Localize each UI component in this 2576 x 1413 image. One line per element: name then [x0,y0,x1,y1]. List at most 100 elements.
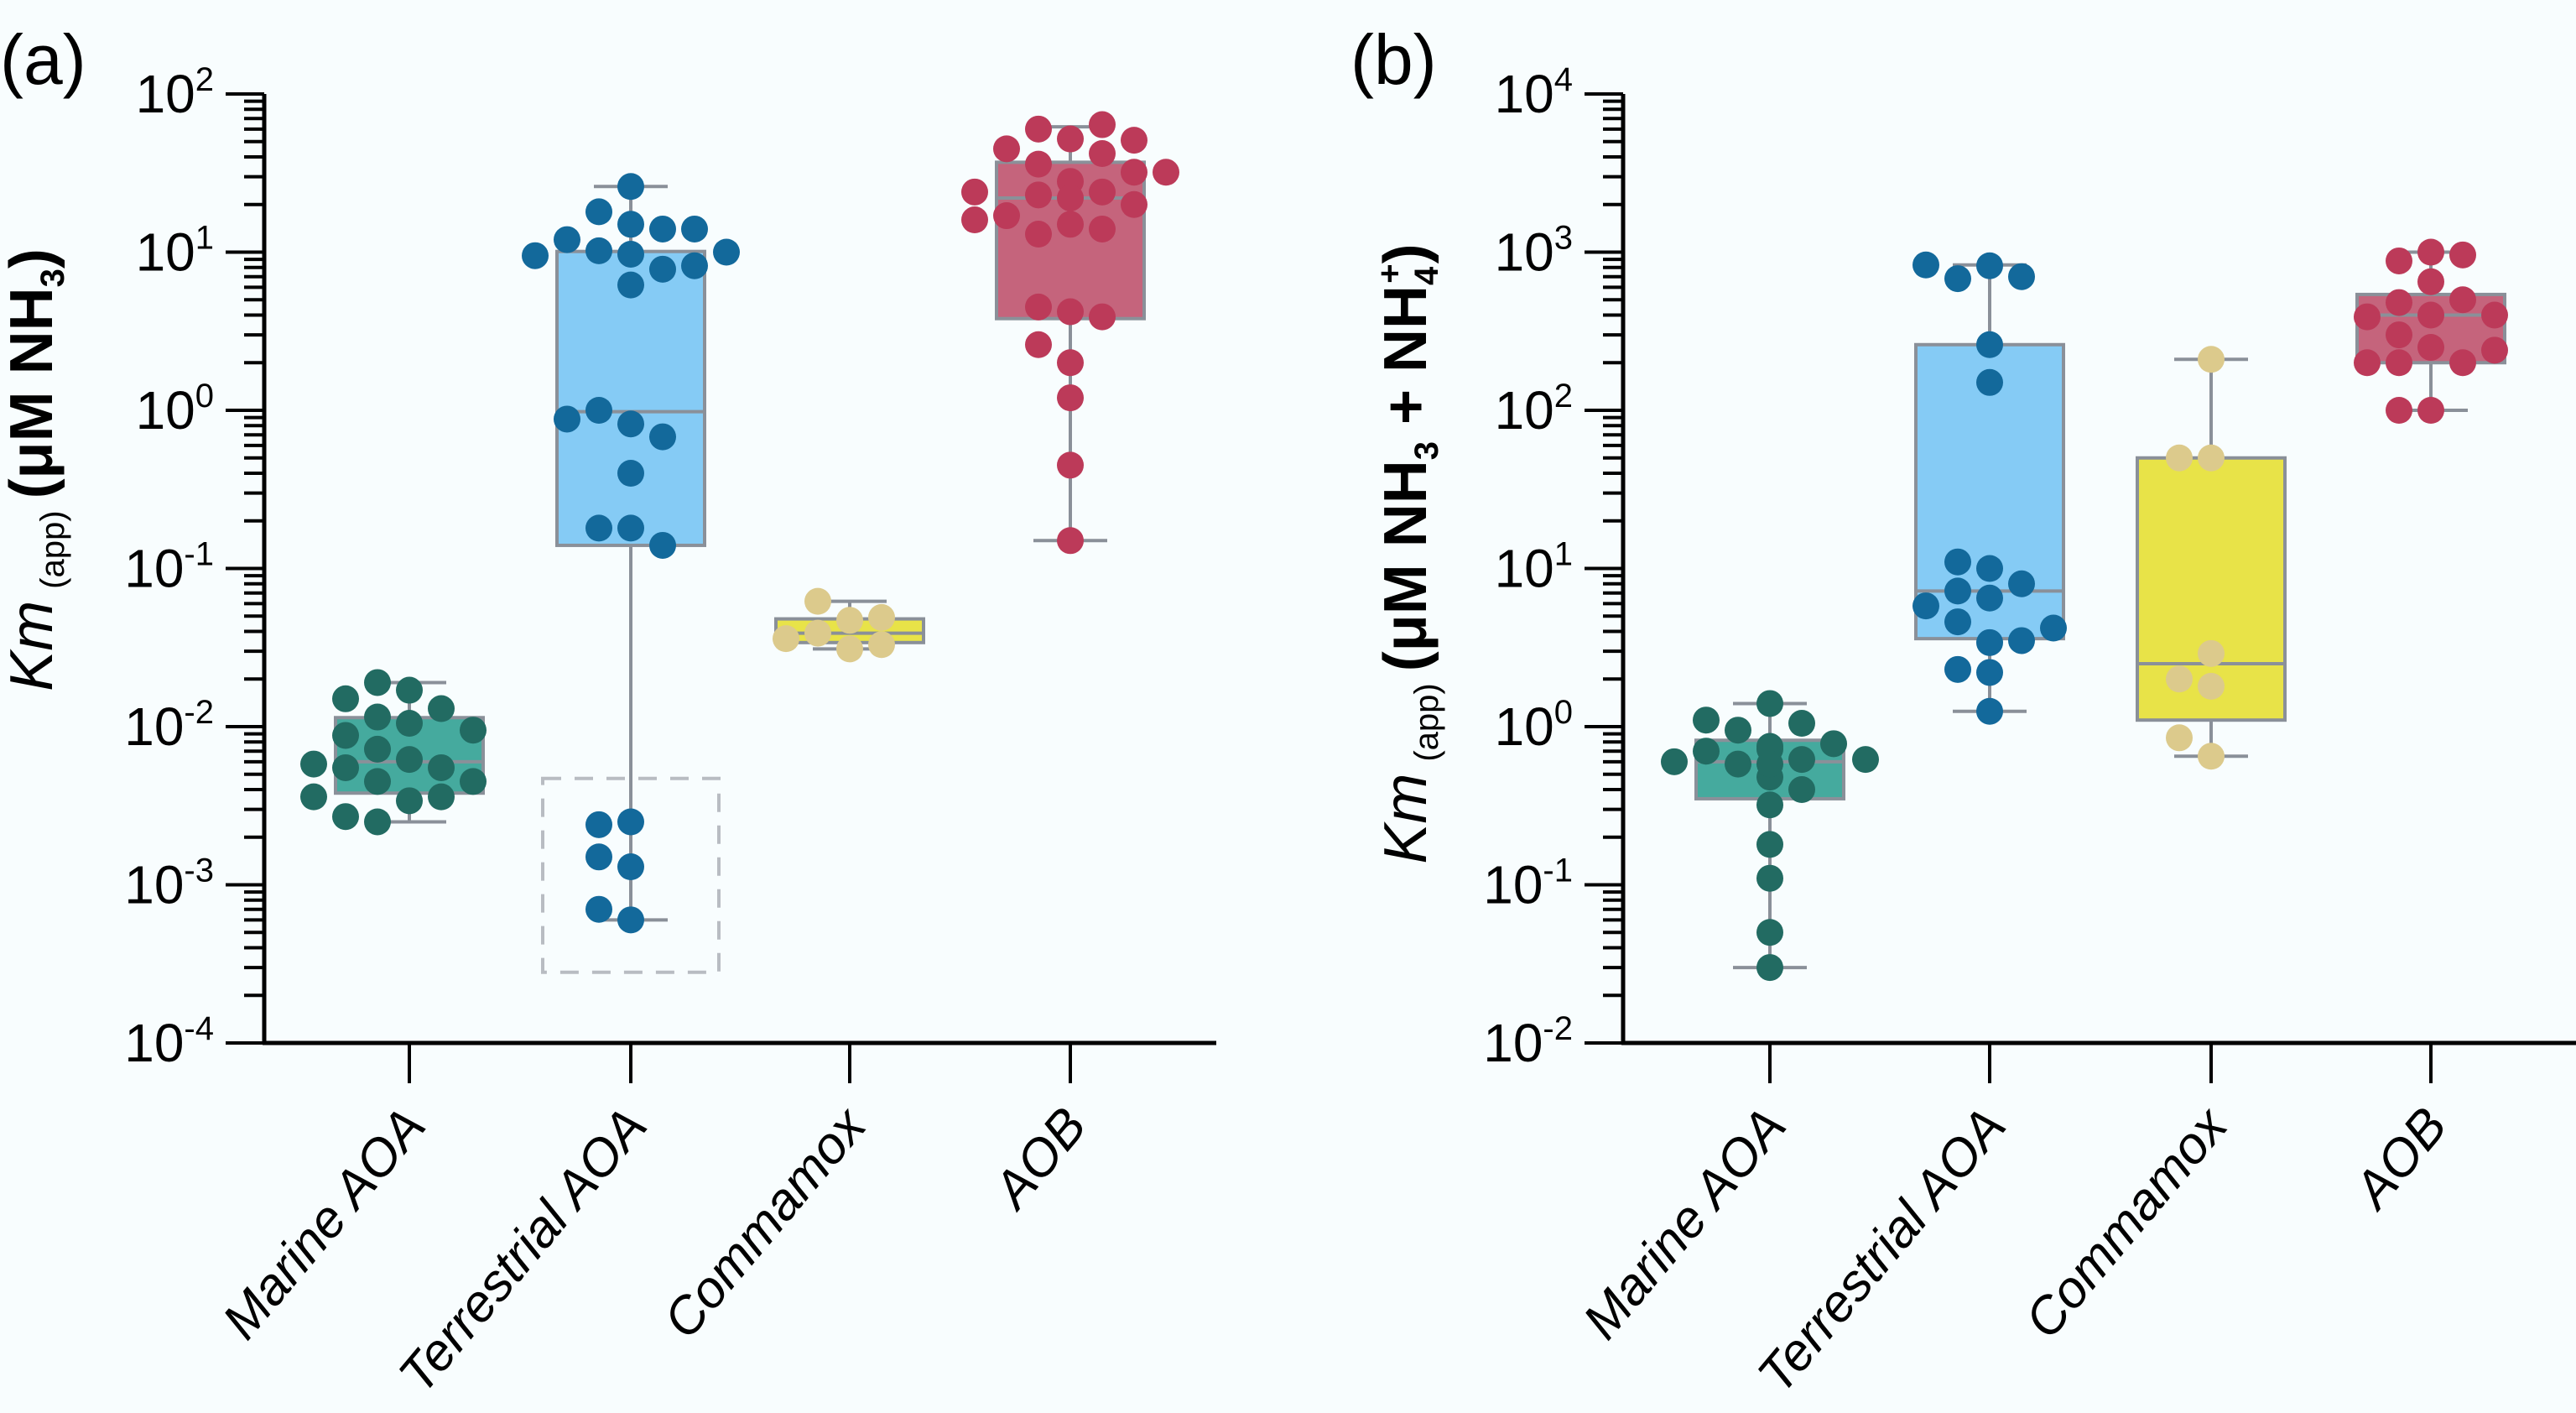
y-tick-exponent: 1 [1554,536,1573,573]
data-point [836,635,863,663]
y-tick-base: 10 [124,696,184,757]
y-tick-exponent: -2 [184,694,214,731]
y-tick-label: 101 [136,220,214,283]
data-point [1820,730,1847,758]
data-point [2198,444,2225,472]
y-tick-label: 100 [136,378,214,441]
y-tick-label: 10-4 [124,1010,214,1073]
data-point [1025,115,1052,143]
x-tick-label: AOB [981,1098,1098,1222]
y-tick-exponent: 1 [195,220,214,257]
data-point [332,685,359,712]
data-point [804,587,831,615]
data-point [332,753,359,781]
data-point [1976,697,2003,725]
data-point [2386,349,2412,377]
data-point [649,215,676,242]
panel-b: (b)Km(app)(μM NH3 + NH4+)104103102101100… [1350,20,2576,1404]
y-tick-exponent: -1 [184,536,214,573]
data-point [2481,301,2508,329]
data-point [1852,746,1879,774]
data-point [428,753,455,781]
data-point [585,895,612,923]
y-tick-exponent: -4 [184,1010,214,1047]
data-point [1057,527,1084,555]
data-point [585,843,612,871]
data-point [649,423,676,451]
data-point [1121,190,1147,218]
box-group-marine-aoa [1661,690,1879,982]
data-point [2008,627,2035,654]
data-point [2386,289,2412,316]
data-point [1912,592,1939,620]
data-point [1756,750,1783,778]
data-point [2449,241,2476,269]
dashed-highlight-box [541,776,721,974]
panel-label: (b) [1350,20,1437,99]
data-point [1944,265,1971,293]
data-point [1057,451,1084,479]
data-point [1788,746,1815,774]
data-point [1725,717,1751,744]
data-point [2386,397,2412,424]
data-point [1756,831,1783,858]
y-tick-base: 10 [1495,696,1554,757]
iqr-box [555,249,706,547]
data-point [617,514,644,542]
data-point [585,514,612,542]
data-point [364,735,391,763]
data-point [1693,706,1720,734]
data-point [522,242,549,269]
data-point [1693,738,1720,765]
data-point [2386,321,2412,349]
data-point [460,717,487,744]
data-point [1944,548,1971,576]
data-point [2417,301,2444,329]
data-point [1944,577,1971,605]
data-point [1089,215,1116,242]
data-point [332,803,359,831]
y-title-unit-sup2: + [1371,263,1408,283]
data-point [1976,368,2003,396]
y-tick-exponent: 0 [195,378,214,415]
data-point [1089,140,1116,168]
data-point [1756,954,1783,982]
y-tick-base: 10 [136,64,195,124]
data-point [1788,710,1815,738]
x-tick-label: Commamox [2014,1096,2240,1349]
data-point [1976,331,2003,358]
data-point [1976,659,2003,686]
data-point [428,695,455,722]
y-tick-base: 10 [136,380,195,441]
data-point [1057,184,1084,211]
data-point [2449,349,2476,377]
y-title-sub: (app) [34,510,71,588]
x-tick-label: Marine AOA [211,1098,436,1350]
data-point [868,603,895,631]
data-point [681,215,708,242]
data-point [1089,303,1116,331]
y-tick-exponent: 4 [1554,61,1573,98]
y-tick-label: 103 [1495,220,1573,283]
data-point [1976,584,2003,612]
data-point [868,631,895,659]
x-tick-label: Marine AOA [1572,1098,1797,1350]
data-point [460,768,487,795]
data-point [961,178,988,206]
y-title-km: Km [1372,774,1439,864]
y-axis-title: Km (app) (μM NH3) [0,248,71,691]
data-point [2417,268,2444,295]
y-tick-base: 10 [1483,855,1543,915]
y-title-unit-mid: + NH [1372,285,1439,441]
data-point [993,135,1020,163]
data-point [1025,181,1052,209]
data-point [1944,608,1971,636]
data-point [1976,555,2003,582]
y-tick-label: 10-2 [124,694,214,757]
y-tick-label: 102 [136,61,214,124]
data-point [2198,639,2225,667]
data-point [2417,397,2444,424]
y-tick-base: 10 [1495,539,1554,599]
data-point [617,240,644,268]
data-point [364,703,391,731]
